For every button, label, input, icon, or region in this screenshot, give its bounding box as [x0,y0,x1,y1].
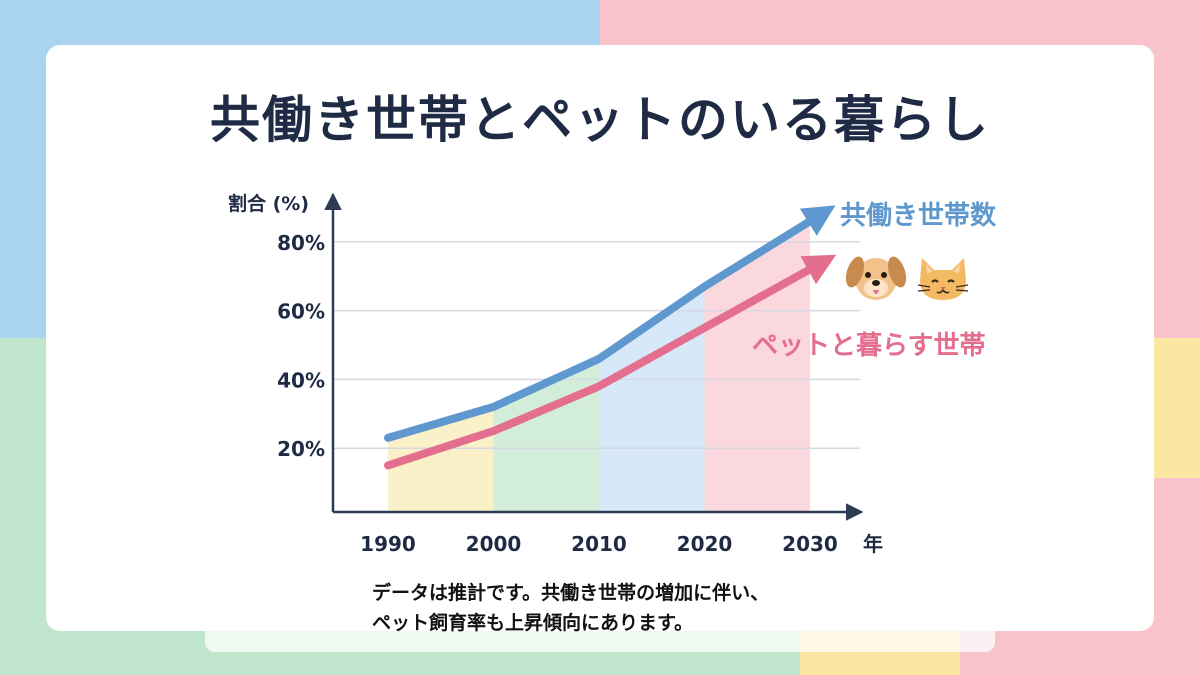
x-tick-label-2030: 2030 [782,532,838,556]
y-tick-label-60: 60% [277,300,325,324]
series-line-pet [384,254,837,470]
x-tick-label-2010: 2010 [571,532,627,556]
x-tick-label-1990: 1990 [360,532,416,556]
series-line-dual-income [384,205,836,442]
cat-icon [917,258,969,300]
page-title: 共働き世帯とペットのいる暮らし [210,91,990,149]
footnote: データは推計です。共働き世帯の増加に伴い、 ペット飼育率も上昇傾向にあります。 [372,578,892,638]
background-yellow-block [1150,338,1200,478]
series-label-dual-income: 共働き世帯数 [840,201,997,231]
y-tick-label-40: 40% [277,368,325,392]
y-tick-label-80: 80% [277,231,325,255]
dog-icon [845,256,907,300]
content-card [46,45,1154,631]
y-tick-label-20: 20% [277,437,325,461]
x-tick-label-2020: 2020 [677,532,733,556]
footnote-line-2: ペット飼育率も上昇傾向にあります。 [372,612,694,634]
area-band-2020 [704,221,810,512]
y-axis-label: 割合 (%) [228,192,309,215]
series-label-pet: ペットと暮らす世帯 [752,331,985,361]
footnote-line-1: データは推計です。共働き世帯の増加に伴い、 [372,582,770,604]
x-axis-label: 年 [863,532,883,556]
x-tick-label-2000: 2000 [466,532,522,556]
